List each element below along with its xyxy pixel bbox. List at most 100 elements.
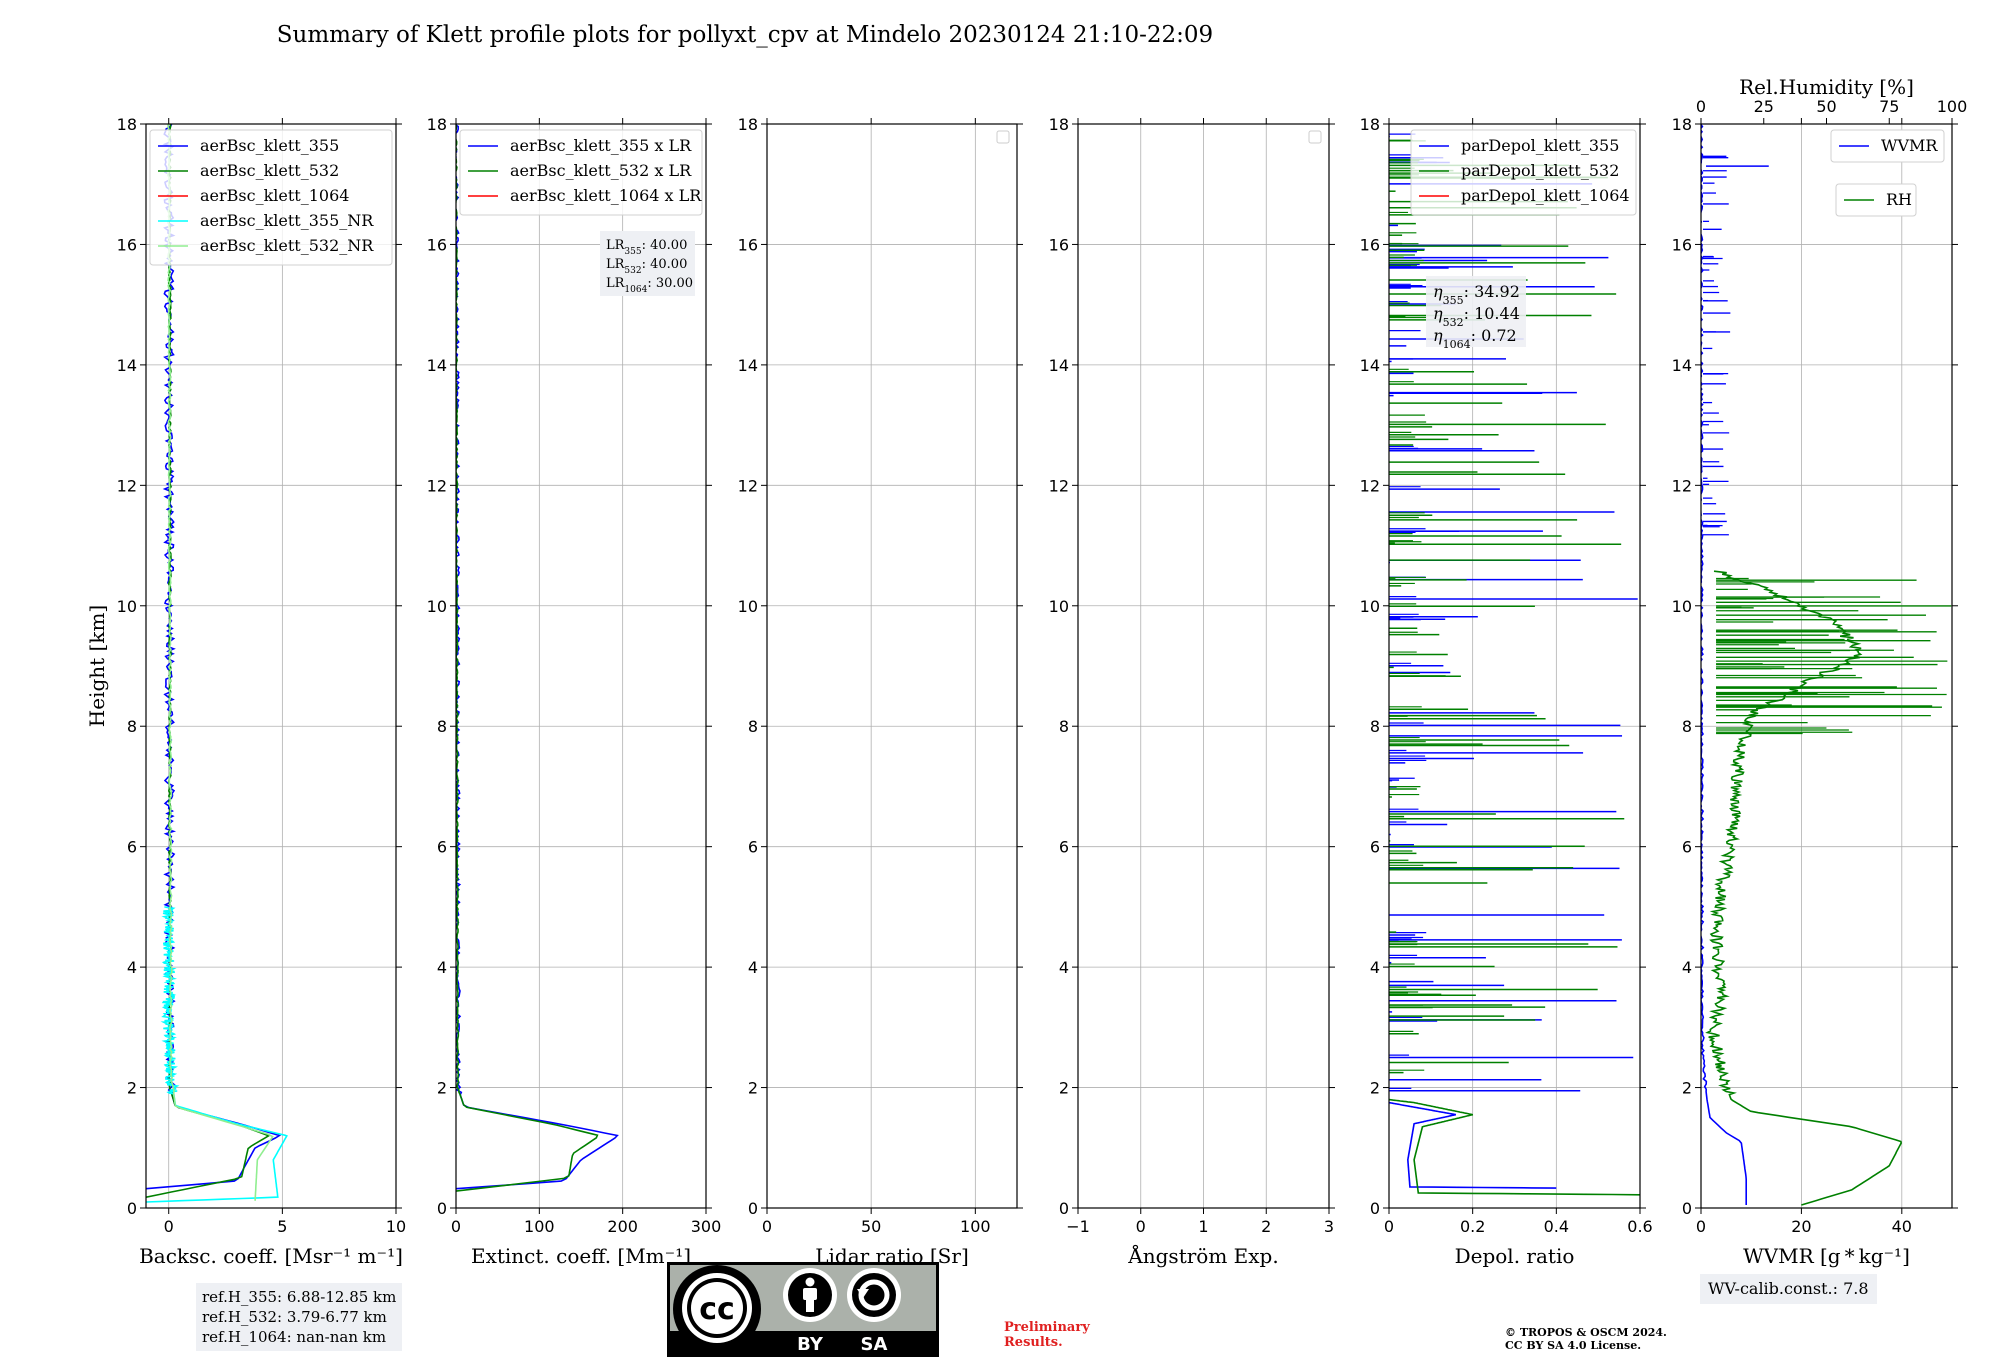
x-tick-label: 20	[1791, 1217, 1811, 1236]
top-tick-label: 75	[1879, 97, 1899, 116]
y-tick-label: 4	[437, 958, 447, 977]
y-tick-label: 0	[1370, 1199, 1380, 1218]
y-tick-label: 4	[127, 958, 137, 977]
y-tick-label: 10	[427, 597, 447, 616]
y-tick-label: 12	[117, 476, 137, 495]
x-axis-label: Extinct. coeff. [Mm⁻¹]	[471, 1244, 691, 1268]
y-tick-label: 12	[738, 476, 758, 495]
y-tick-label: 18	[1360, 115, 1380, 134]
panel-backscatter: 0 2 4 6 8 10 12 14 16 18 0 5 10 Backsc. coeff. [Msr⁻¹…	[85, 115, 406, 1268]
y-tick-label: 18	[1049, 115, 1069, 134]
y-tick-label: 16	[427, 235, 447, 254]
legend-entry: aerBsc_klett_532_NR	[200, 236, 374, 255]
legend-frame	[459, 129, 703, 216]
eta-annotation-532: η532: 10.44	[1433, 304, 1520, 329]
line-aerBsc_klett_355_NR	[146, 906, 288, 1203]
y-tick-label: 2	[1059, 1079, 1069, 1098]
x-tick-label: 0	[1136, 1217, 1146, 1236]
y-tick-label: 4	[748, 958, 758, 977]
y-tick-label: 8	[437, 717, 447, 736]
line-parDepol_klett_355	[1389, 1101, 1557, 1189]
y-tick-label: 12	[1049, 476, 1069, 495]
y-tick-label: 16	[1360, 235, 1380, 254]
y-tick-label: 16	[738, 235, 758, 254]
y-tick-label: 14	[427, 356, 447, 375]
refh-1064: ref.H_1064: nan-nan km	[202, 1328, 387, 1346]
series-group	[146, 124, 288, 1203]
x-tick-label: 0.2	[1460, 1217, 1485, 1236]
lr-annotation-1064: LR1064: 30.00	[606, 276, 693, 295]
eta-value: : 10.44	[1464, 304, 1520, 323]
sa-share-icon	[847, 1268, 901, 1322]
y-tick-label: 18	[117, 115, 137, 134]
line-aerBsc_klett_355 x LR	[456, 124, 619, 1190]
legend-RH: RH	[1835, 183, 1917, 217]
y-tick-label: 2	[1370, 1079, 1380, 1098]
y-tick-label: 10	[738, 597, 758, 616]
legend-entry: RH	[1886, 190, 1912, 209]
y-tick-label: 14	[117, 356, 137, 375]
y-tick-label: 4	[1370, 958, 1380, 977]
legend-entry: aerBsc_klett_1064 x LR	[510, 186, 702, 205]
x-axis-label: Depol. ratio	[1455, 1244, 1575, 1268]
prelim-line1: Preliminary	[1004, 1320, 1090, 1335]
y-tick-label: 12	[427, 476, 447, 495]
empty-legend	[996, 130, 1010, 144]
eta-value: : 0.72	[1471, 326, 1517, 345]
legend-entry: aerBsc_klett_355 x LR	[510, 136, 692, 155]
y-tick-label: 2	[127, 1079, 137, 1098]
y-tick-label: 0	[437, 1199, 447, 1218]
y-tick-label: 10	[117, 597, 137, 616]
legend-entry: aerBsc_klett_532	[200, 161, 339, 180]
y-tick-label: 6	[1370, 838, 1380, 857]
legend-WVMR: WVMR	[1830, 129, 1945, 163]
y-tick-label: 16	[1049, 235, 1069, 254]
refh-532: ref.H_532: 3.79-6.77 km	[202, 1308, 387, 1326]
y-tick-label: 14	[1049, 356, 1069, 375]
axes-frame	[1388, 123, 1641, 1209]
annotation-bg	[1426, 276, 1526, 347]
by-person-icon	[783, 1268, 837, 1322]
copyright-notice: © TROPOS & OSCM 2024. CC BY SA 4.0 Licen…	[1505, 1326, 1667, 1352]
top-tick-label: 50	[1816, 97, 1836, 116]
axes-frame	[766, 123, 1018, 1209]
y-tick-label: 16	[117, 235, 137, 254]
y-tick-label: 14	[1672, 356, 1692, 375]
top-tick-label: 25	[1754, 97, 1774, 116]
preliminary-notice: Preliminary Results.	[1004, 1320, 1090, 1350]
x-tick-label: 0	[164, 1217, 174, 1236]
lr-value: : 30.00	[647, 276, 693, 291]
legend-entry: WVMR	[1881, 136, 1938, 155]
figure-title: Summary of Klett profile plots for polly…	[276, 22, 1214, 48]
x-tick-label: 0.4	[1544, 1217, 1569, 1236]
x-axis-label: WVMR [g * kg⁻¹]	[1743, 1244, 1910, 1268]
legend-entry: aerBsc_klett_532 x LR	[510, 161, 692, 180]
line-aerBsc_klett_532 x LR	[456, 124, 599, 1192]
x-tick-label: 2	[1261, 1217, 1271, 1236]
x-tick-label: 0.6	[1627, 1217, 1652, 1236]
x-tick-label: 100	[524, 1217, 555, 1236]
series-group	[456, 124, 619, 1192]
y-tick-label: 10	[1360, 597, 1380, 616]
eta-value: : 34.92	[1464, 282, 1520, 301]
x-tick-label: 0	[762, 1217, 772, 1236]
sa-label: SA	[861, 1334, 888, 1355]
x-tick-label: 40	[1892, 1217, 1912, 1236]
legend-entry: parDepol_klett_355	[1461, 136, 1619, 155]
top-tick-label: 0	[1696, 97, 1706, 116]
x-axis-label: Backsc. coeff. [Msr⁻¹ m⁻¹]	[139, 1244, 403, 1268]
x-tick-label: 100	[960, 1217, 991, 1236]
y-tick-label: 0	[127, 1199, 137, 1218]
annotation-bg	[600, 231, 695, 296]
lr-value: : 40.00	[642, 238, 688, 253]
y-tick-label: 2	[437, 1079, 447, 1098]
y-tick-label: 0	[1682, 1199, 1692, 1218]
y-tick-label: 16	[1672, 235, 1692, 254]
line-aerBsc_klett_532_NR	[166, 124, 274, 1201]
legend-frame	[1830, 129, 1945, 163]
